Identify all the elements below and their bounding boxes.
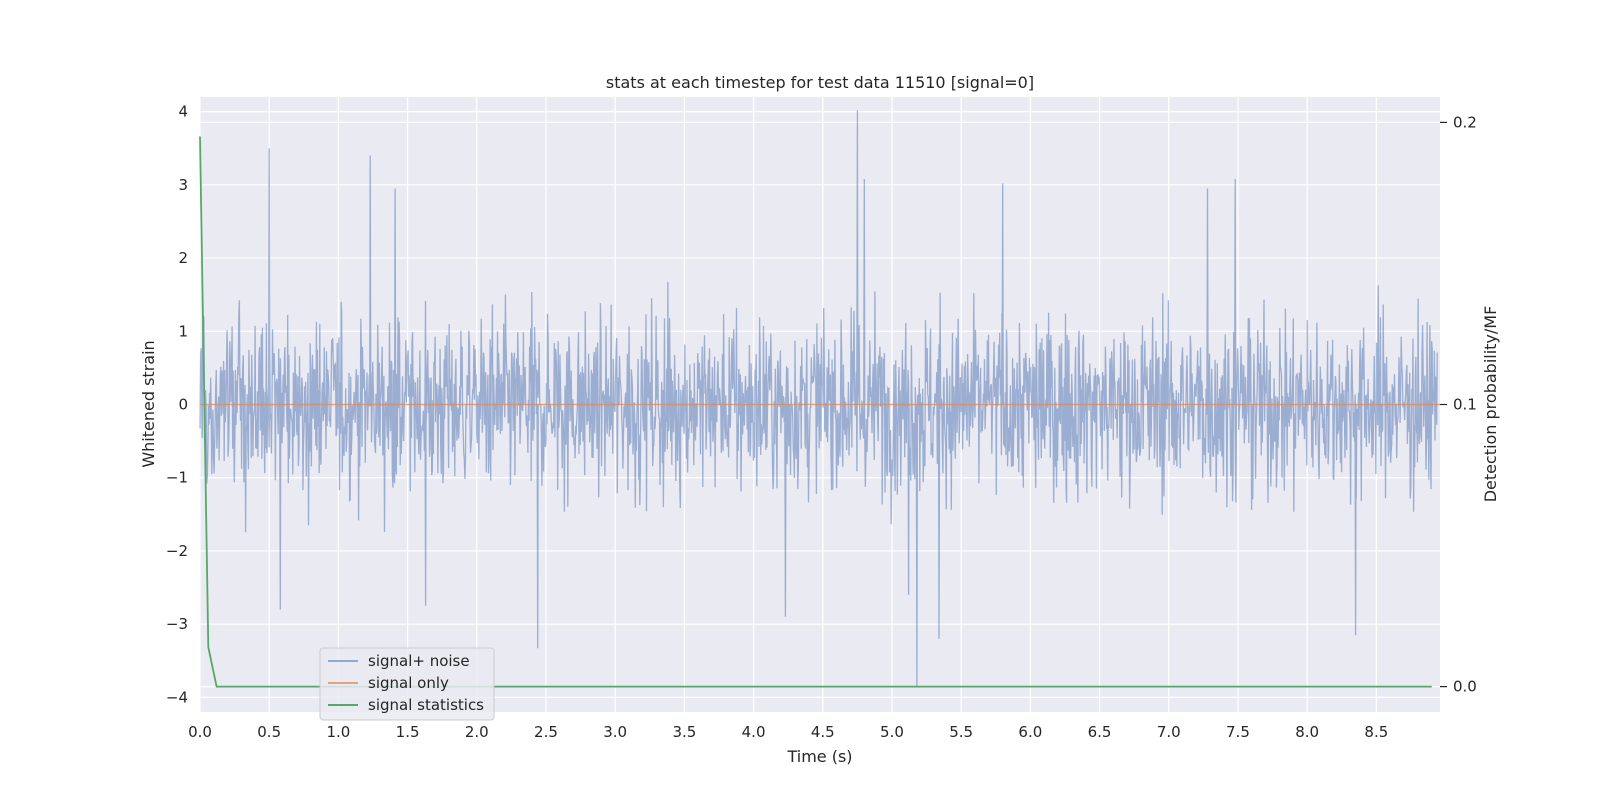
x-tick-label: 0.0 — [188, 723, 212, 741]
x-tick-label: 4.0 — [742, 723, 766, 741]
y-axis-label: Whitened strain — [139, 340, 158, 467]
legend-label-signal: signal only — [368, 674, 449, 692]
y-tick-label: 2 — [178, 249, 188, 267]
right-y-axis-label: Detection probability/MF — [1481, 306, 1500, 503]
x-tick-label: 4.5 — [811, 723, 835, 741]
x-tick-label: 1.0 — [326, 723, 350, 741]
x-tick-label: 8.0 — [1295, 723, 1319, 741]
y-tick-label: 4 — [178, 103, 188, 121]
y-tick-label: −1 — [166, 469, 188, 487]
x-tick-label: 2.5 — [534, 723, 558, 741]
y-axis-ticks: 4 3 2 1 0 −1 −2 −3 −4 — [166, 103, 188, 707]
legend-box — [319, 647, 495, 721]
legend: signal+ noise signal only signal statist… — [319, 647, 495, 721]
signal-statistics-line — [199, 136, 1432, 688]
right-y-axis-ticks: 0.2 0.1 0.0 — [1440, 113, 1477, 696]
noise-line — [199, 110, 1438, 687]
y-tick-label: 0 — [178, 396, 188, 414]
x-axis-label: Time (s) — [786, 747, 852, 766]
x-tick-label: 8.5 — [1364, 723, 1388, 741]
x-tick-label: 5.5 — [949, 723, 973, 741]
x-tick-label: 0.5 — [257, 723, 281, 741]
x-axis-ticks: 0.0 0.5 1.0 1.5 2.0 2.5 3.0 3.5 4.0 4.5 5.0 5.5 6.0 6… — [188, 723, 1388, 741]
y2-tick-label: 0.2 — [1453, 113, 1477, 131]
x-tick-label: 6.5 — [1088, 723, 1112, 741]
x-tick-label: 1.5 — [396, 723, 420, 741]
x-tick-label: 3.5 — [672, 723, 696, 741]
y-tick-label: −2 — [166, 542, 188, 560]
noise-series — [199, 110, 1438, 687]
x-tick-label: 7.5 — [1226, 723, 1250, 741]
x-tick-label: 7.0 — [1157, 723, 1181, 741]
y2-tick-label: 0.0 — [1453, 678, 1477, 696]
legend-label-noise: signal+ noise — [368, 652, 470, 670]
x-tick-label: 3.0 — [603, 723, 627, 741]
x-tick-label: 6.0 — [1018, 723, 1042, 741]
y2-tick-label: 0.1 — [1453, 396, 1477, 414]
x-tick-label: 5.0 — [880, 723, 904, 741]
signal-statistics-series — [199, 136, 1432, 688]
y-tick-label: −3 — [166, 615, 188, 633]
y-tick-label: 1 — [178, 322, 188, 340]
y-tick-label: −4 — [166, 688, 188, 706]
y-tick-label: 3 — [178, 176, 188, 194]
chart-title: stats at each timestep for test data 115… — [606, 73, 1034, 92]
legend-label-stats: signal statistics — [368, 696, 484, 714]
x-tick-label: 2.0 — [465, 723, 489, 741]
